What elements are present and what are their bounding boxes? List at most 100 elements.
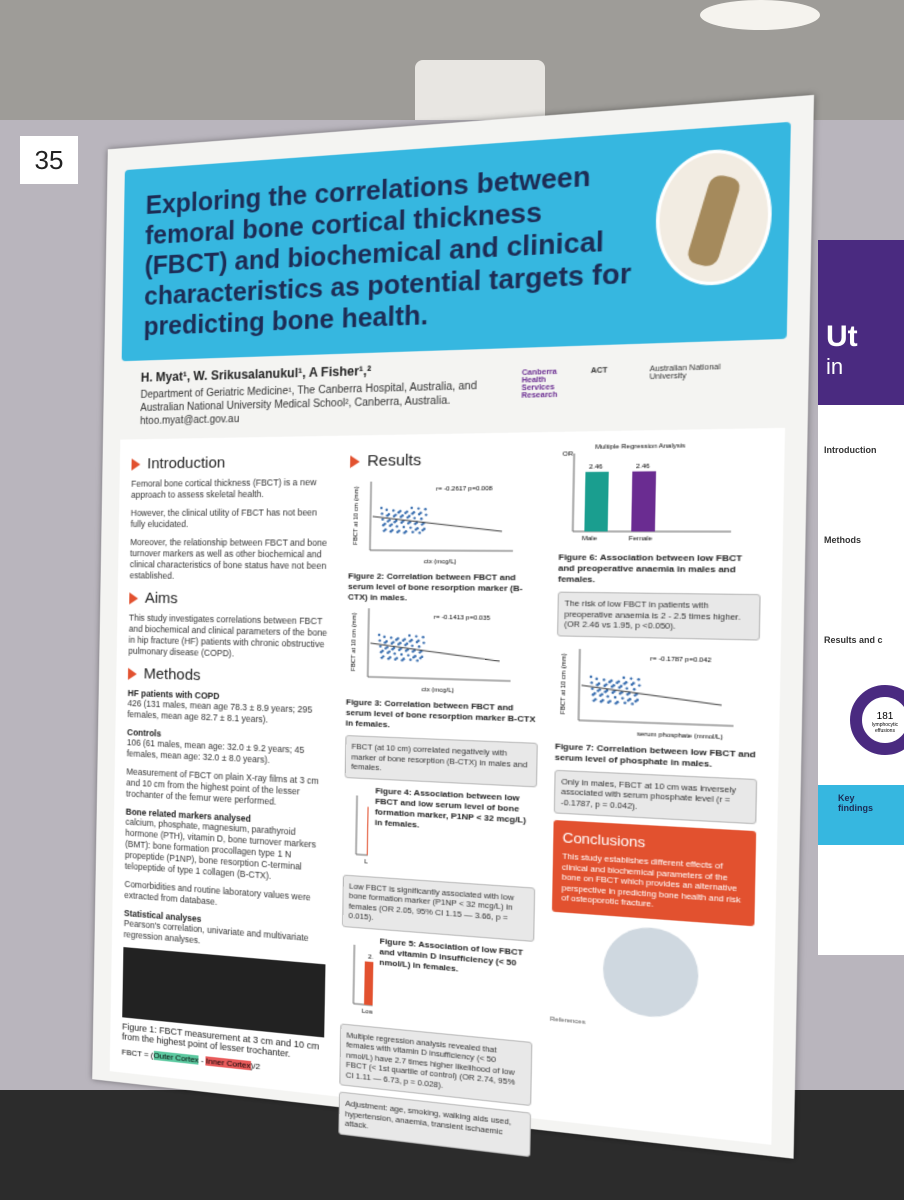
point	[425, 514, 428, 517]
point	[409, 526, 412, 529]
board-number: 35	[20, 136, 78, 184]
point	[603, 678, 606, 681]
photo	[602, 924, 699, 1021]
point	[414, 523, 417, 526]
point	[381, 518, 384, 521]
value-label: 2.74	[368, 954, 373, 962]
figure-caption: Figure 4: Association between low FBCT a…	[374, 785, 537, 880]
paragraph: Measurement of FBCT on plain X-ray films…	[126, 766, 329, 810]
left-column: Introduction Femoral bone cortical thick…	[122, 444, 335, 1078]
stat: r= -0.1787 p=0.042	[650, 656, 711, 664]
point	[410, 507, 413, 510]
neighbour-title: Ut	[826, 320, 858, 353]
logo: Australian National University	[649, 364, 722, 397]
axis	[356, 795, 357, 854]
axis-label: ctx (mcg/L)	[421, 687, 454, 695]
point	[397, 511, 400, 514]
axis-label: FBCT at 10 cm (mm)	[353, 486, 361, 545]
point	[400, 516, 403, 519]
point	[396, 525, 399, 528]
affiliation: Department of Geriatric Medicine¹, The C…	[140, 379, 477, 428]
point	[407, 654, 410, 657]
point	[392, 509, 395, 512]
point	[416, 659, 419, 662]
heading: Methods	[128, 665, 331, 689]
axis	[368, 677, 511, 681]
point	[417, 507, 420, 510]
scatter-plot: r= -0.1787 p=0.042 serum phosphate (mmol/…	[555, 642, 747, 742]
point	[382, 524, 385, 527]
right-column: Multiple Regression Analysis OR 2.46 Male 2.…	[550, 440, 764, 1042]
figure4: p=0.0153.05Low FBCTFigure 4: Association…	[343, 784, 537, 881]
point	[393, 521, 396, 524]
point	[590, 675, 593, 678]
point	[421, 529, 424, 532]
category-label: Female	[629, 536, 653, 543]
figure-caption: Figure 3: Correlation between FBCT and s…	[345, 697, 538, 736]
axis	[579, 720, 734, 726]
neighbour-key: Key findings	[818, 785, 904, 845]
point	[383, 636, 386, 639]
point	[396, 531, 399, 534]
point	[402, 526, 405, 529]
axis-label: serum phosphate (mmol/L)	[637, 731, 723, 741]
note: FBCT (at 10 cm) correlated negatively wi…	[345, 735, 538, 787]
paragraph: calcium, phosphate, magnesium, parathyro…	[125, 817, 328, 886]
point	[411, 644, 414, 647]
neighbour-section: Methods	[818, 455, 904, 545]
category-label: Low FBCT	[364, 859, 369, 867]
neighbour-subtitle: in	[826, 354, 896, 380]
logo: ACT	[590, 366, 638, 398]
note: Low FBCT is significantly associated wit…	[342, 874, 535, 941]
logo: Canberra Health Services Research	[521, 368, 579, 400]
figure-caption: Figure 2: Correlation between FBCT and s…	[348, 571, 541, 605]
point	[404, 512, 407, 515]
authors: H. Myat¹, W. Srikusalanukul¹, A Fisher¹,…	[141, 363, 372, 384]
figure-caption: Figure 6: Association between low FBCT a…	[558, 552, 762, 587]
point	[406, 516, 409, 519]
point	[614, 695, 617, 698]
point	[415, 528, 418, 531]
point	[403, 531, 406, 534]
neighbour-section: Results and c	[818, 545, 904, 645]
axis-label: OR	[563, 451, 573, 458]
stat: r= -0.2617 p=0.008	[436, 486, 493, 493]
point	[418, 513, 421, 516]
category-label: Male	[582, 536, 597, 543]
point	[415, 635, 418, 638]
point	[389, 524, 392, 527]
point	[422, 642, 425, 645]
value-label: 2.46	[636, 463, 651, 470]
stat: r= -0.1413 p=0.035	[434, 615, 491, 623]
figure5: p=0.0282.74Low FBCTFigure 5: Association…	[340, 933, 534, 1035]
heading: Results	[350, 450, 543, 471]
axis	[353, 944, 354, 1003]
point	[411, 512, 414, 515]
mini-chart: p=0.0282.74Low FBCT	[340, 933, 373, 1020]
point	[386, 514, 389, 517]
poster: Exploring the correlations between femor…	[92, 95, 814, 1159]
title-banner: Exploring the correlations between femor…	[122, 122, 791, 361]
point	[385, 509, 388, 512]
note: The risk of low FBCT in patients with pr…	[557, 592, 761, 640]
note: Only in males, FBCT at 10 cm was inverse…	[554, 769, 757, 824]
point	[383, 530, 386, 533]
point	[393, 652, 396, 655]
point	[413, 517, 416, 520]
scatter-plot: r= -0.2617 p=0.008 ctx (mcg/L) FBCT at 10 …	[348, 475, 525, 567]
scatter-plot: r= -0.1413 p=0.035 ctx (mcg/L) FBCT at 10 …	[346, 603, 523, 698]
donut-label: lymphocytic effusions	[862, 722, 904, 734]
point	[625, 686, 628, 689]
point	[387, 520, 390, 523]
value-label: 2.46	[589, 464, 604, 471]
point	[424, 508, 427, 511]
point	[595, 677, 598, 680]
point	[393, 515, 396, 518]
formula-part: -	[201, 1056, 204, 1065]
mini-chart: Multiple Regression AnalysisOR2.46Male2.…	[559, 440, 739, 547]
bar	[584, 472, 608, 532]
point	[409, 658, 412, 661]
point	[418, 532, 421, 535]
axis-label: ctx (mcg/L)	[424, 559, 457, 566]
axis-label: FBCT at 10 cm (mm)	[560, 653, 568, 714]
